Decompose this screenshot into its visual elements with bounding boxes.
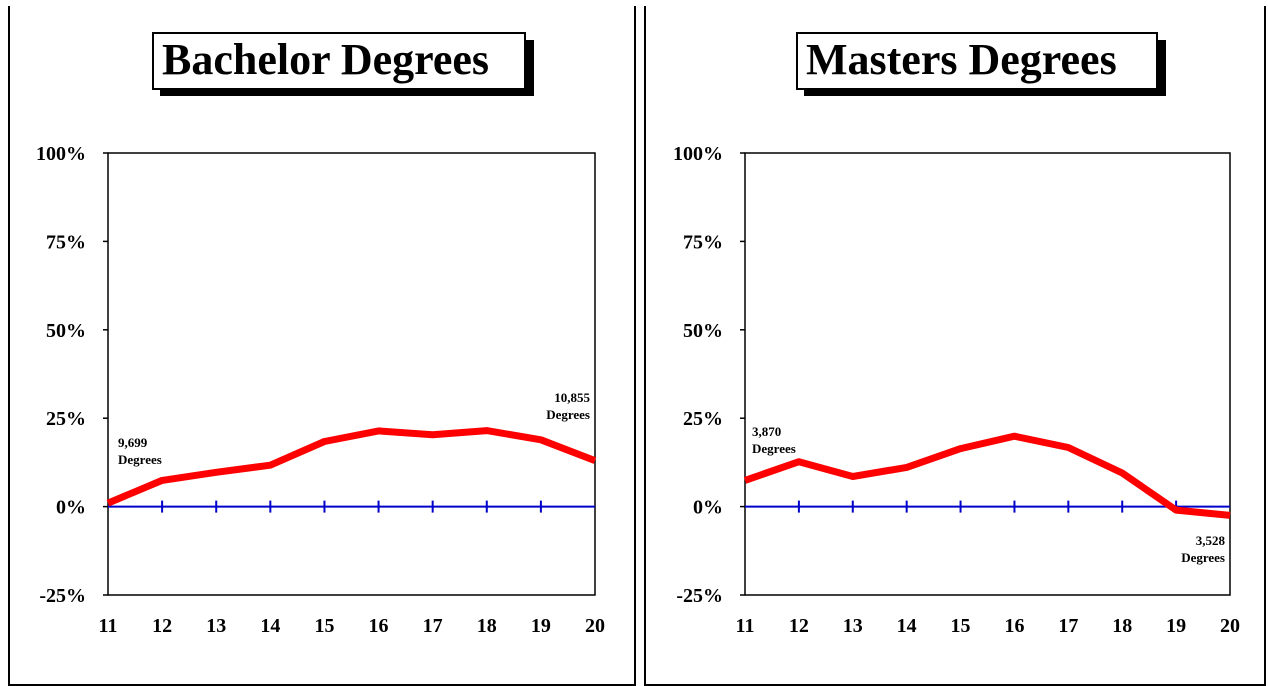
masters-y-tick-label: 50% [683, 320, 723, 342]
masters-x-tick-label: 18 [1112, 615, 1132, 637]
bachelor-x-tick-label: 14 [260, 615, 280, 637]
bachelor-chart-title: Bachelor Degrees [152, 32, 526, 90]
bachelor-x-tick-label: 20 [585, 615, 605, 637]
masters-annotation-value: 3,870 [752, 424, 781, 439]
bachelor-x-tick-label: 16 [369, 615, 389, 637]
bachelor-x-tick-label: 13 [206, 615, 226, 637]
bachelor-y-tick-label: 75% [46, 231, 86, 253]
bachelor-x-tick-label: 18 [477, 615, 497, 637]
masters-plot-area [744, 152, 1231, 596]
bachelor-annotation-unit: Degrees [118, 452, 162, 467]
bachelor-y-tick-label: 100% [36, 143, 86, 165]
masters-y-tick-label: -25% [676, 585, 723, 607]
bachelor-y-tick-label: 25% [46, 408, 86, 430]
masters-x-tick-label: 13 [843, 615, 863, 637]
masters-x-tick-label: 11 [736, 615, 755, 637]
bachelor-series-line [106, 427, 597, 507]
masters-x-tick-label: 15 [951, 615, 971, 637]
bachelor-title-box: Bachelor Degrees [152, 32, 534, 96]
masters-x-tick-label: 12 [789, 615, 809, 637]
bachelor-x-tick-label: 15 [314, 615, 334, 637]
masters-annotation-value: 3,528 [1196, 533, 1226, 548]
bachelor-x-tick-label: 17 [423, 615, 443, 637]
masters-x-tick-label: 16 [1004, 615, 1024, 637]
bachelor-plot-area [107, 152, 596, 596]
bachelor-y-tick-label: -25% [39, 585, 86, 607]
bachelor-y-tick-label: 0% [56, 497, 86, 519]
masters-series-line [743, 432, 1231, 519]
bachelor-y-tick-label: 50% [46, 320, 86, 342]
masters-chart-title: Masters Degrees [796, 32, 1158, 90]
masters-x-tick-label: 19 [1166, 615, 1186, 637]
bachelor-annotation-unit: Degrees [546, 407, 590, 422]
bachelor-annotation-value: 9,699 [118, 435, 148, 450]
bachelor-annotation-value: 10,855 [554, 390, 590, 405]
masters-y-tick-label: 0% [693, 497, 723, 519]
bachelor-x-tick-label: 12 [152, 615, 172, 637]
masters-y-tick-label: 25% [683, 408, 723, 430]
masters-title-box: Masters Degrees [796, 32, 1166, 96]
masters-y-tick-label: 100% [673, 143, 723, 165]
bachelor-x-tick-label: 11 [99, 615, 118, 637]
masters-x-tick-label: 17 [1058, 615, 1078, 637]
masters-annotation-unit: Degrees [752, 441, 796, 456]
bachelor-x-tick-label: 19 [531, 615, 551, 637]
masters-x-tick-label: 14 [897, 615, 917, 637]
masters-y-tick-label: 75% [683, 231, 723, 253]
masters-annotation-unit: Degrees [1181, 550, 1225, 565]
masters-x-tick-label: 20 [1220, 615, 1240, 637]
